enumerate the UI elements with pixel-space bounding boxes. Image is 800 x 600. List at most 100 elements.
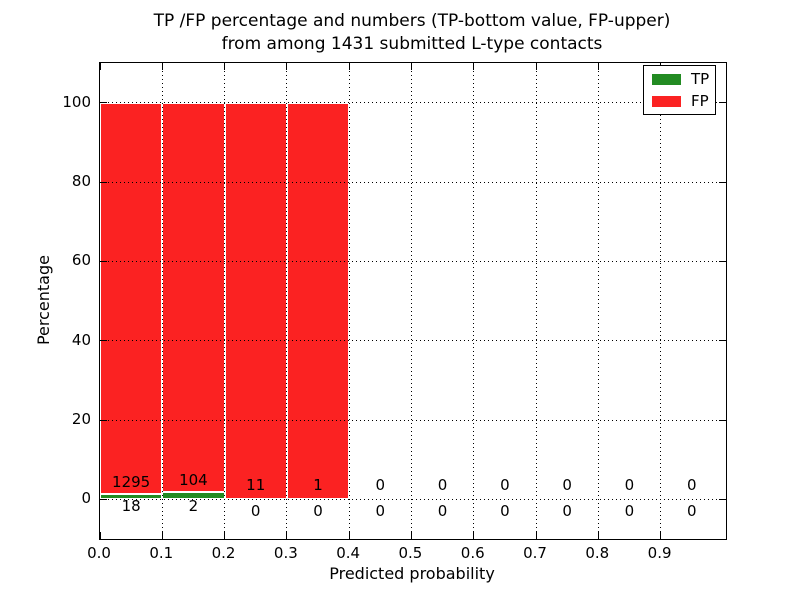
chart-title-line1: TP /FP percentage and numbers (TP-bottom…	[153, 11, 671, 31]
v-gridline	[597, 63, 599, 539]
fp-count-label: 0	[562, 476, 572, 495]
x-axis-tick-top	[410, 63, 412, 70]
fp-bar	[286, 102, 350, 500]
y-axis-tick	[100, 102, 107, 104]
tp-bar	[100, 493, 163, 500]
x-axis-tick-top	[535, 63, 537, 70]
x-axis-tick-top	[286, 63, 288, 70]
h-gridline	[100, 181, 726, 183]
fp-bar	[162, 102, 225, 492]
fp-count-label: 0	[624, 476, 635, 495]
x-tick-label: 0.9	[647, 544, 672, 562]
x-axis-tick	[99, 532, 101, 539]
y-axis-tick	[100, 181, 107, 183]
x-axis-tick	[286, 532, 288, 539]
v-gridline	[286, 63, 288, 539]
fp-count-label: 0	[375, 476, 386, 495]
x-axis-tick-top	[473, 63, 475, 70]
tp-count-label: 0	[375, 502, 386, 521]
v-gridline	[535, 63, 537, 539]
tp-bar	[162, 491, 225, 500]
fp-count-label: 0	[437, 476, 448, 495]
v-gridline	[410, 63, 412, 539]
legend-entry-fp: FP	[644, 90, 715, 112]
tp-legend-label: TP	[691, 70, 710, 88]
x-axis-tick	[597, 532, 599, 539]
fp-count-label: 1	[313, 476, 323, 495]
fp-count-label: 0	[686, 476, 697, 495]
x-axis-tick	[224, 532, 226, 539]
fp-count-label: 0	[500, 476, 510, 495]
x-tick-label: 0.3	[273, 544, 298, 562]
v-gridline	[224, 63, 226, 539]
x-axis-tick	[473, 532, 475, 539]
y-tick-label: 0	[81, 489, 91, 508]
fp-bar	[100, 102, 163, 494]
tp-count-label: 0	[686, 502, 697, 521]
fp-legend-swatch	[652, 96, 681, 107]
chart-title: TP /FP percentage and numbers (TP-bottom…	[99, 10, 725, 56]
legend: TP FP	[643, 65, 716, 115]
x-tick-label: 0.5	[398, 544, 423, 562]
tp-count-label: 2	[188, 497, 199, 516]
y-axis-tick-right	[719, 419, 726, 421]
x-axis-tick	[348, 532, 350, 539]
x-tick-label: 0.8	[585, 544, 610, 562]
v-gridline	[473, 63, 475, 539]
x-tick-label: 0.4	[336, 544, 361, 562]
y-axis-label: Percentage	[34, 255, 53, 346]
h-gridline	[100, 102, 726, 104]
chart-title-line2: from among 1431 submitted L-type contact…	[221, 34, 603, 54]
y-axis-tick-right	[719, 260, 726, 262]
x-axis-tick-top	[161, 63, 163, 70]
tp-count-label: 0	[313, 502, 323, 521]
tp-count-label: 0	[624, 502, 635, 521]
y-tick-label: 60	[71, 251, 91, 270]
y-axis-tick-right	[719, 181, 726, 183]
x-tick-label: 0.1	[149, 544, 174, 562]
h-gridline	[100, 260, 726, 262]
y-axis-tick-right	[719, 340, 726, 342]
x-tick-label: 0.7	[523, 544, 547, 562]
x-tick-label: 0.2	[211, 544, 236, 562]
x-axis-tick-top	[348, 63, 350, 70]
tp-count-label: 0	[437, 502, 448, 521]
y-axis-tick-right	[719, 498, 726, 500]
x-axis-label: Predicted probability	[329, 564, 495, 583]
x-axis-tick-top	[99, 63, 101, 70]
fp-count-label: 1295	[112, 473, 151, 492]
y-tick-label: 40	[71, 330, 91, 349]
legend-entry-tp: TP	[644, 68, 715, 90]
x-axis-tick	[410, 532, 412, 539]
x-axis-tick-top	[597, 63, 599, 70]
y-axis-tick	[100, 419, 107, 421]
tp-legend-swatch	[652, 74, 681, 85]
v-gridline	[660, 63, 662, 539]
x-tick-label: 0.0	[87, 544, 111, 562]
h-gridline	[100, 340, 726, 342]
fp-legend-label: FP	[691, 92, 709, 110]
x-axis-tick	[161, 532, 163, 539]
h-gridline	[100, 498, 726, 500]
y-tick-label: 80	[71, 172, 91, 190]
tp-count-label: 18	[121, 497, 141, 516]
plot-area: 1295 18 104 2 11 0 1 0 0 0 0 0 0 0 0 0 0 0 0 0	[99, 62, 727, 540]
y-tick-label: 100	[62, 92, 91, 111]
y-tick-label: 20	[71, 410, 91, 428]
tp-count-label: 0	[562, 502, 572, 521]
x-axis-tick-top	[224, 63, 226, 70]
v-gridline	[348, 63, 350, 539]
y-axis-tick	[100, 498, 107, 500]
x-tick-label: 0.6	[460, 544, 485, 562]
tp-count-label: 0	[250, 502, 261, 521]
y-axis-tick-right	[719, 102, 726, 104]
fp-count-label: 104	[179, 471, 208, 490]
tp-count-label: 0	[500, 502, 510, 521]
fp-bar	[224, 102, 287, 500]
x-axis-tick	[535, 532, 537, 539]
h-gridline	[100, 419, 726, 421]
fp-count-label: 11	[246, 476, 266, 495]
v-gridline	[161, 63, 163, 539]
x-axis-tick	[660, 532, 662, 539]
